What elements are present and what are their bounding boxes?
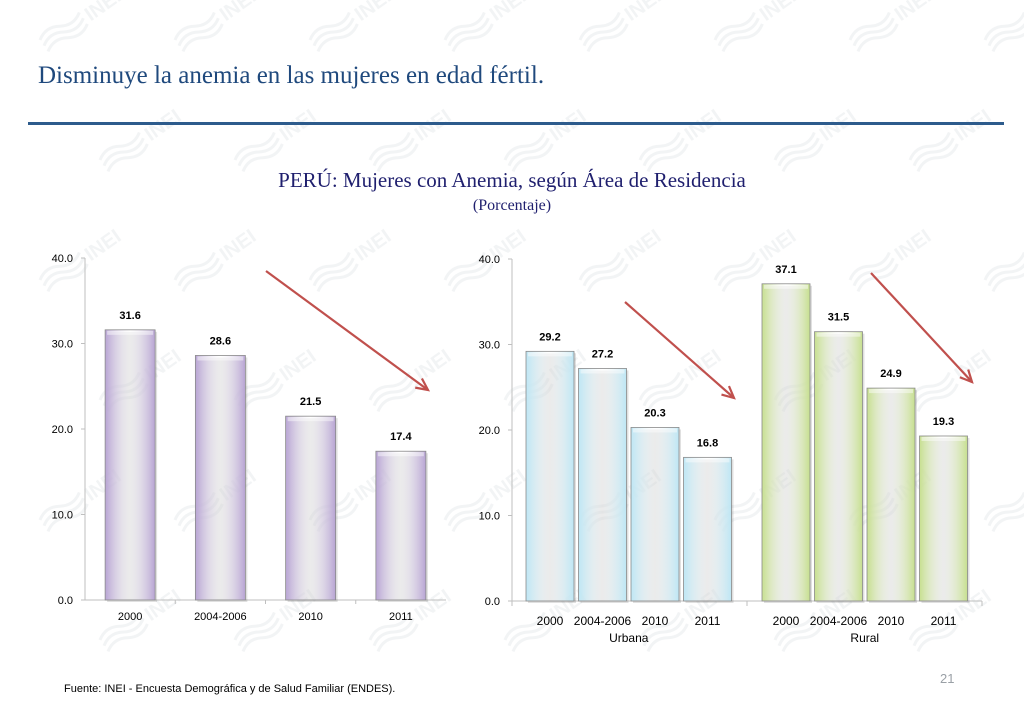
bar-highlight [685, 458, 730, 463]
bar [919, 435, 968, 602]
source-note: Fuente: INEI - Encuesta Demográfica y de… [64, 683, 396, 695]
national-bar [285, 415, 338, 602]
arrow-shaft [265, 270, 429, 391]
urban-trend-arrow [624, 301, 736, 400]
x-category-label: 2011 [695, 614, 721, 628]
bar-highlight [580, 369, 625, 374]
national-bar [194, 355, 248, 602]
bar [630, 427, 680, 602]
bar [194, 355, 246, 601]
watermark-logo: INEI [983, 11, 1024, 53]
x-group-label: Rural [850, 631, 879, 645]
y-tick-label: 20.0 [479, 425, 500, 437]
bar [375, 450, 427, 601]
x-category-label: 2010 [298, 611, 322, 623]
bar-highlight [377, 452, 424, 457]
bar-highlight [197, 356, 244, 361]
national-bar [104, 329, 158, 602]
x-category-label: 2000 [773, 614, 800, 628]
bar-value-label: 31.5 [828, 312, 849, 324]
x-category-label: 2000 [537, 614, 564, 628]
bar [578, 368, 627, 602]
bar-value-label: 29.2 [539, 331, 560, 343]
bar-value-label: 37.1 [775, 264, 796, 276]
y-tick-label: 0.0 [485, 596, 500, 608]
title-divider [28, 122, 1004, 125]
page-number: 21 [940, 671, 955, 686]
arrow-head [959, 369, 974, 384]
x-category-label: 2010 [642, 614, 669, 628]
bar-highlight [633, 428, 677, 433]
bar-highlight [528, 352, 572, 357]
national-trend-arrow [265, 270, 431, 392]
arrow-head [721, 385, 736, 400]
y-tick-label: 30.0 [52, 339, 73, 351]
national-bar [375, 450, 428, 602]
bar [761, 283, 811, 602]
y-tick-label: 10.0 [479, 511, 500, 523]
bar-highlight [107, 330, 154, 335]
x-category-label: 2011 [931, 614, 957, 628]
arrow-head [415, 377, 431, 392]
bar [814, 331, 863, 602]
watermark-logo: INEI [983, 491, 1024, 533]
rural-bar [814, 331, 865, 603]
bar-highlight [816, 332, 861, 337]
bar-value-label: 17.4 [390, 431, 412, 443]
y-tick-label: 30.0 [479, 340, 500, 352]
bar-highlight [764, 284, 808, 289]
bar [525, 350, 575, 602]
bar-value-label: 28.6 [210, 335, 231, 347]
bar-highlight [869, 389, 913, 394]
rural-bar [919, 435, 970, 603]
bar-highlight [921, 436, 966, 441]
slide-title: Disminuye la anemia en las mujeres en ed… [38, 62, 545, 89]
y-tick-label: 0.0 [58, 595, 73, 607]
arrow-shaft [624, 301, 735, 399]
x-category-label: 2010 [878, 614, 905, 628]
bar [683, 456, 732, 602]
y-tick-label: 20.0 [52, 424, 73, 436]
bar-value-label: 16.8 [697, 437, 718, 449]
y-tick-label: 40.0 [52, 253, 73, 265]
urban-bar [578, 368, 629, 603]
rural-bar [761, 283, 812, 603]
y-tick-label: 40.0 [479, 254, 500, 266]
x-category-label: 2004-2006 [810, 614, 868, 628]
y-tick-label: 10.0 [52, 510, 73, 522]
bar-value-label: 19.3 [933, 416, 954, 428]
rural-bar [866, 387, 917, 603]
x-category-label: 2011 [389, 611, 413, 623]
x-category-label: 2000 [118, 611, 142, 623]
x-category-label: 2004-2006 [194, 611, 247, 623]
urban-bar [525, 350, 576, 603]
bar-value-label: 31.6 [119, 310, 140, 322]
bar [104, 329, 156, 601]
x-category-label: 2004-2006 [574, 614, 632, 628]
x-group-label: Urbana [609, 631, 649, 645]
bar-highlight [287, 417, 334, 422]
chart-subtitle: (Porcentaje) [472, 197, 552, 214]
bar-value-label: 20.3 [644, 407, 665, 419]
bar-value-label: 27.2 [592, 348, 613, 360]
watermark-logo: INEI [983, 251, 1024, 293]
bar-value-label: 21.5 [300, 396, 321, 408]
bar [285, 415, 337, 601]
urban-bar [683, 456, 734, 603]
arrow-shaft [870, 272, 973, 383]
bar [866, 387, 916, 602]
urban-bar [630, 427, 681, 603]
chart-title: PERÚ: Mujeres con Anemia, según Área de … [278, 168, 746, 192]
rural-trend-arrow [870, 272, 974, 384]
bar-value-label: 24.9 [880, 368, 901, 380]
